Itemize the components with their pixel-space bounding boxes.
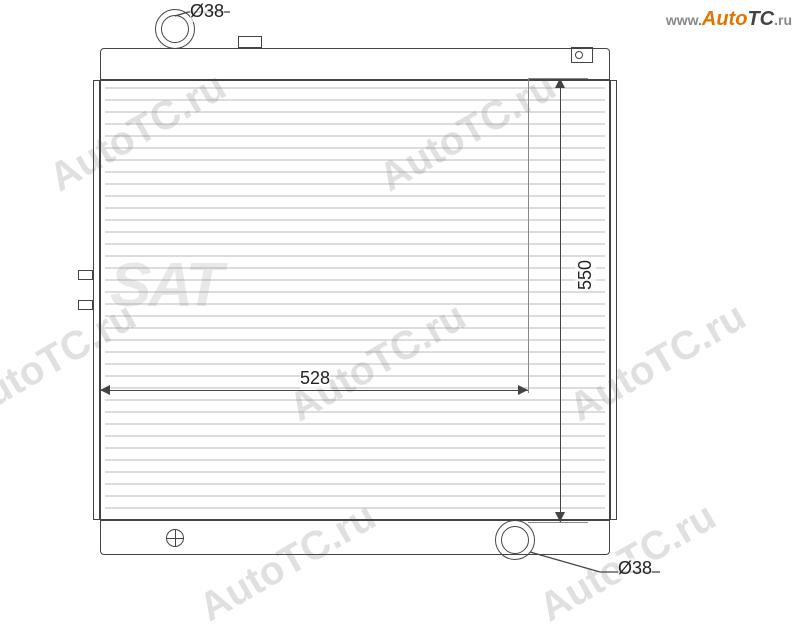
top-tank [100, 48, 610, 80]
dim-extent-right [528, 78, 529, 393]
filler-cap [238, 36, 262, 48]
left-bracket-lower [78, 300, 93, 310]
drain-cross-v [175, 529, 176, 547]
dim-label-dia-bottom: Ø38 [618, 558, 652, 579]
logo-tc: TC [747, 8, 774, 30]
left-bracket-upper [78, 270, 93, 280]
side-rail-left [93, 80, 100, 520]
logo-auto: Auto [702, 8, 748, 30]
logo-url: www.AutoTC.ru [666, 8, 792, 31]
logo-ru: .ru [774, 12, 792, 28]
side-rail-right [610, 80, 617, 520]
dim-label-550: 550 [575, 260, 596, 290]
bottom-outlet-inner [501, 526, 529, 554]
leader-line [530, 552, 600, 572]
arrow-down-icon [555, 512, 565, 522]
top-inlet-inner [161, 15, 189, 43]
arrow-left-icon [100, 385, 110, 395]
dim-label-dia-top: Ø38 [190, 1, 224, 22]
arrow-up-icon [555, 78, 565, 88]
core-outer [100, 80, 610, 520]
logo-www: www. [666, 12, 702, 28]
drawing-canvas: AutoTC.ru AutoTC.ru AutoTC.ru AutoTC.ru … [0, 0, 800, 600]
arrow-right-icon [518, 385, 528, 395]
top-right-bracket-hole [575, 51, 583, 59]
dim-line [560, 78, 561, 522]
dim-line [100, 390, 528, 391]
dim-label-528: 528 [300, 368, 330, 389]
dim-extent-top [528, 78, 588, 79]
dim-extent-bottom [528, 522, 588, 523]
